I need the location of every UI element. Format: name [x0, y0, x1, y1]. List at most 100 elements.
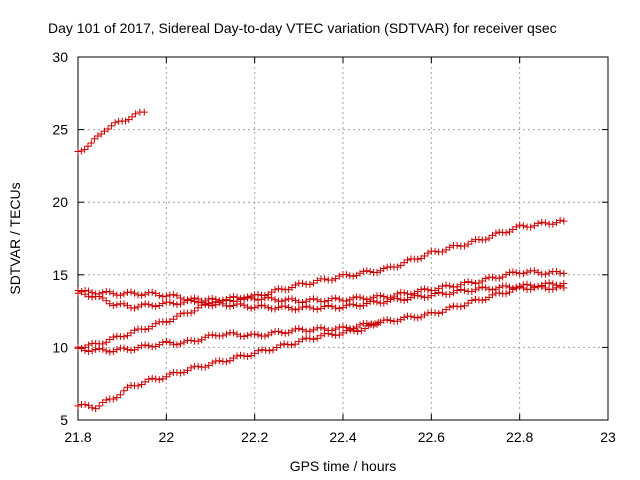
data-point: [387, 316, 395, 324]
data-point: [81, 145, 89, 153]
data-point: [332, 304, 340, 312]
data-point: [453, 283, 461, 291]
data-point: [284, 340, 292, 348]
data-point: [187, 336, 195, 344]
data-point: [251, 295, 259, 303]
data-point: [342, 297, 350, 305]
data-point: [265, 347, 273, 355]
data-point: [421, 285, 429, 293]
data-point: [288, 295, 296, 303]
data-point: [512, 269, 520, 277]
data-point: [457, 281, 465, 289]
data-point: [101, 127, 108, 135]
data-point: [468, 237, 476, 245]
data-point: [552, 284, 560, 292]
data-point: [138, 301, 146, 309]
data-point: [516, 282, 524, 290]
data-point: [120, 344, 128, 352]
data-point: [155, 301, 163, 309]
data-point: [281, 296, 289, 304]
data-point: [152, 320, 160, 328]
data-point: [106, 288, 114, 296]
data-point: [159, 318, 167, 326]
data-point: [519, 284, 527, 292]
data-point: [166, 370, 174, 378]
data-point: [549, 285, 557, 293]
data-point: [173, 301, 181, 309]
data-point: [148, 288, 156, 296]
data-point: [145, 325, 153, 333]
data-point: [460, 242, 468, 250]
data-point: [560, 269, 568, 277]
data-point: [464, 240, 472, 248]
data-point: [446, 243, 454, 251]
data-point: [468, 278, 476, 286]
data-point: [138, 342, 146, 350]
y-tick-label: 15: [52, 267, 68, 283]
data-point: [538, 218, 546, 226]
data-point: [442, 281, 450, 289]
data-point: [233, 330, 241, 338]
data-point: [495, 274, 503, 282]
x-tick-label: 21.8: [64, 429, 91, 445]
data-point: [460, 302, 468, 310]
y-axis-label: SDTVAR / TECUs: [7, 182, 23, 294]
data-point: [431, 247, 439, 255]
data-point: [113, 301, 121, 309]
data-point: [229, 354, 237, 362]
data-point: [291, 325, 299, 333]
data-point: [364, 322, 372, 330]
data-point: [442, 306, 450, 314]
data-point: [141, 326, 149, 334]
data-point: [424, 293, 432, 301]
data-point: [173, 292, 181, 300]
data-point: [424, 286, 432, 294]
data-point: [159, 338, 167, 346]
data-point: [244, 303, 252, 311]
data-point: [478, 296, 486, 304]
data-point: [201, 333, 209, 341]
data-point: [414, 255, 422, 263]
data-point: [335, 305, 343, 313]
data-point: [240, 301, 248, 309]
data-point: [131, 326, 139, 334]
data-point: [169, 340, 177, 348]
data-point: [288, 327, 296, 335]
data-point: [111, 119, 119, 127]
data-point: [162, 337, 170, 345]
data-point: [488, 273, 496, 281]
data-point: [87, 139, 95, 147]
data-point: [350, 327, 358, 335]
data-point: [509, 268, 517, 276]
data-point: [435, 309, 443, 317]
data-point: [313, 305, 321, 313]
series-track-3: [74, 279, 568, 314]
data-point: [281, 302, 289, 310]
data-point: [502, 229, 510, 237]
data-point: [346, 272, 354, 280]
data-point: [99, 345, 107, 353]
data-point: [538, 282, 546, 290]
data-point: [446, 303, 454, 311]
data-point: [291, 340, 299, 348]
data-point: [549, 220, 557, 228]
data-point: [335, 295, 343, 303]
data-point: [116, 391, 124, 399]
data-point: [356, 293, 364, 301]
data-point: [109, 348, 117, 356]
data-point: [226, 297, 234, 305]
data-point: [306, 281, 314, 289]
data-point: [271, 305, 279, 313]
data-point: [264, 293, 272, 301]
data-point: [268, 329, 276, 337]
data-point: [400, 314, 408, 322]
data-point: [460, 279, 468, 287]
data-point: [138, 381, 146, 389]
data-point: [560, 217, 568, 225]
data-point: [332, 325, 340, 333]
data-point: [191, 294, 199, 302]
data-point: [485, 285, 493, 293]
data-point: [438, 289, 446, 297]
data-point: [530, 267, 538, 275]
data-point: [152, 302, 160, 310]
